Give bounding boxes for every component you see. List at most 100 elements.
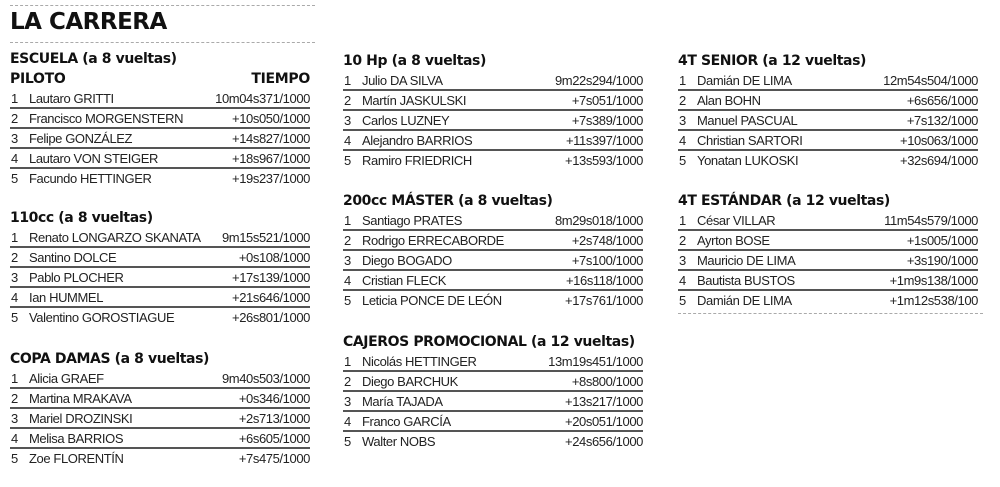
race-time: +18s967/1000 <box>232 151 310 166</box>
result-row: 5 Yonatan LUKOSKI +32s694/1000 <box>678 151 978 171</box>
result-row: 1 Alicia GRAEF 9m40s503/1000 <box>10 369 310 389</box>
result-row: 3 Carlos LUZNEY +7s389/1000 <box>343 111 643 131</box>
result-row: 1 Julio DA SILVA 9m22s294/1000 <box>343 71 643 91</box>
pilot-name: Franco GARCÍA <box>362 414 451 429</box>
pilot-name: Diego BOGADO <box>362 253 452 268</box>
position: 2 <box>11 111 18 126</box>
result-row: 5 Facundo HETTINGER +19s237/1000 <box>10 169 310 189</box>
pilot-name: Yonatan LUKOSKI <box>697 153 799 168</box>
title-divider <box>10 42 315 43</box>
race-time: +32s694/1000 <box>900 153 978 168</box>
race-time: 12m54s504/1000 <box>883 73 978 88</box>
result-row: 2 Santino DOLCE +0s108/1000 <box>10 248 310 268</box>
race-time: +7s475/1000 <box>238 451 311 466</box>
pilot-name: Rodrigo ERRECABORDE <box>362 233 504 248</box>
position: 4 <box>344 133 351 148</box>
race-time: +13s593/1000 <box>565 153 643 168</box>
result-row: 3 Manuel PASCUAL +7s132/1000 <box>678 111 978 131</box>
race-time: +0s108/1000 <box>238 250 311 265</box>
column-headers: PILOTO TIEMPO <box>10 69 310 89</box>
race-time: 11m54s579/1000 <box>884 213 978 228</box>
race-time: +7s100/1000 <box>571 253 644 268</box>
results-section: CAJEROS PROMOCIONAL (a 12 vueltas) 1 Nicol… <box>343 332 643 452</box>
race-time: 9m22s294/1000 <box>554 73 643 88</box>
section-heading: COPA DAMAS (a 8 vueltas) <box>10 351 210 367</box>
result-row: 4 Bautista BUSTOS +1m9s138/1000 <box>678 271 978 291</box>
results-section: 110cc (a 8 vueltas) 1 Renato LONGARZO SKAN… <box>10 208 310 328</box>
pilot-column-header: PILOTO <box>10 71 66 87</box>
pilot-name: Santino DOLCE <box>29 250 117 265</box>
pilot-name: Cristian FLECK <box>362 273 446 288</box>
pilot-name: Ian HUMMEL <box>29 290 104 305</box>
result-row: 3 Mariel DROZINSKI +2s713/1000 <box>10 409 310 429</box>
race-time: +1m12s538/100 <box>889 293 979 308</box>
position: 1 <box>344 213 351 228</box>
page-title: LA CARRERA <box>10 9 167 35</box>
bottom-divider <box>678 313 983 314</box>
pilot-name: Facundo HETTINGER <box>29 171 152 186</box>
result-row: 2 Diego BARCHUK +8s800/1000 <box>343 372 643 392</box>
position: 5 <box>11 171 18 186</box>
position: 4 <box>11 290 18 305</box>
race-time: +7s132/1000 <box>906 113 979 128</box>
pilot-name: Santiago PRATES <box>362 213 462 228</box>
results-section: COPA DAMAS (a 8 vueltas) 1 Alicia GRAEF 9m4… <box>10 349 310 469</box>
section-heading: 4T SENIOR (a 12 vueltas) <box>678 53 867 69</box>
position: 1 <box>11 371 18 386</box>
position: 2 <box>344 233 351 248</box>
pilot-name: Nicolás HETTINGER <box>362 354 477 369</box>
result-row: 5 Ramiro FRIEDRICH +13s593/1000 <box>343 151 643 171</box>
race-time: +10s063/1000 <box>900 133 978 148</box>
position: 1 <box>11 230 18 245</box>
position: 1 <box>11 91 18 106</box>
position: 4 <box>11 151 18 166</box>
position: 5 <box>679 293 686 308</box>
section-heading: CAJEROS PROMOCIONAL (a 12 vueltas) <box>343 334 635 350</box>
position: 2 <box>344 374 351 389</box>
race-time: +6s605/1000 <box>238 431 311 446</box>
position: 1 <box>344 73 351 88</box>
pilot-name: Lautaro GRITTI <box>29 91 114 106</box>
race-time: +2s748/1000 <box>571 233 644 248</box>
race-time: +26s801/1000 <box>232 310 310 325</box>
result-row: 1 Renato LONGARZO SKANATA 9m15s521/1000 <box>10 228 310 248</box>
result-row: 4 Alejandro BARRIOS +11s397/1000 <box>343 131 643 151</box>
pilot-name: Valentino GOROSTIAGUE <box>29 310 175 325</box>
pilot-name: Renato LONGARZO SKANATA <box>29 230 201 245</box>
pilot-name: Martina MRAKAVA <box>29 391 132 406</box>
race-time: 8m29s018/1000 <box>554 213 643 228</box>
race-time: +3s190/1000 <box>906 253 979 268</box>
race-time: +0s346/1000 <box>238 391 311 406</box>
pilot-name: Leticia PONCE DE LEÓN <box>362 293 502 308</box>
pilot-name: Mariel DROZINSKI <box>29 411 133 426</box>
pilot-name: Zoe FLORENTÍN <box>29 451 124 466</box>
position: 3 <box>679 113 686 128</box>
result-row: 2 Martín JASKULSKI +7s051/1000 <box>343 91 643 111</box>
time-column-header: TIEMPO <box>251 71 310 87</box>
race-time: +8s800/1000 <box>571 374 644 389</box>
race-time: 9m15s521/1000 <box>221 230 310 245</box>
pilot-name: Manuel PASCUAL <box>697 113 798 128</box>
race-time: +6s656/1000 <box>906 93 979 108</box>
result-row: 1 Nicolás HETTINGER 13m19s451/1000 <box>343 352 643 372</box>
position: 3 <box>11 411 18 426</box>
pilot-name: Diego BARCHUK <box>362 374 458 389</box>
position: 3 <box>11 131 18 146</box>
result-row: 2 Francisco MORGENSTERN +10s050/1000 <box>10 109 310 129</box>
race-time: +7s389/1000 <box>571 113 644 128</box>
race-time: +11s397/1000 <box>565 133 643 148</box>
position: 1 <box>679 213 686 228</box>
result-row: 5 Walter NOBS +24s656/1000 <box>343 432 643 452</box>
position: 1 <box>344 354 351 369</box>
race-time: +10s050/1000 <box>232 111 310 126</box>
pilot-name: Alicia GRAEF <box>29 371 104 386</box>
top-divider <box>10 5 315 6</box>
result-row: 4 Cristian FLECK +16s118/1000 <box>343 271 643 291</box>
race-time: +24s656/1000 <box>565 434 643 449</box>
race-time: +13s217/1000 <box>565 394 643 409</box>
position: 2 <box>344 93 351 108</box>
pilot-name: Ramiro FRIEDRICH <box>362 153 472 168</box>
position: 3 <box>344 113 351 128</box>
result-row: 3 María TAJADA +13s217/1000 <box>343 392 643 412</box>
race-time: +21s646/1000 <box>232 290 310 305</box>
